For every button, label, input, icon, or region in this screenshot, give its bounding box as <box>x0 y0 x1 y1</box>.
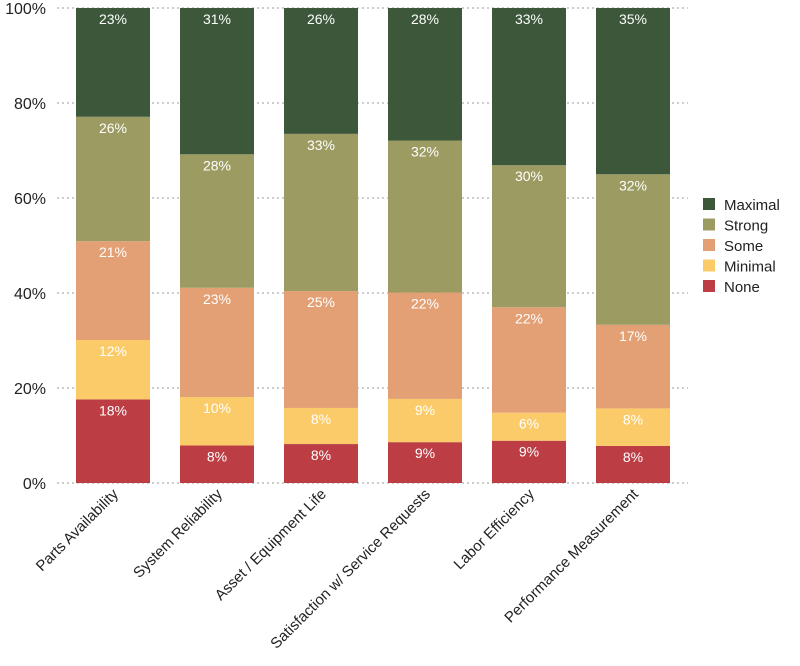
bar-segment-minimal <box>76 340 150 400</box>
legend-label: None <box>724 279 760 296</box>
data-label: 23% <box>203 291 231 307</box>
data-label: 9% <box>415 445 435 461</box>
data-label: 8% <box>207 448 227 464</box>
bar-segment-none <box>284 444 358 483</box>
legend-item-maximal: Maximal <box>703 197 780 214</box>
bar-segment-maximal <box>180 8 254 155</box>
x-category-label: Labor Efficiency <box>451 485 539 573</box>
legend-label: Maximal <box>724 197 780 214</box>
bar-segment-none <box>596 445 670 483</box>
data-label: 26% <box>99 120 127 136</box>
bar-segment-minimal <box>388 398 462 443</box>
legend-item-some: Some <box>703 238 763 255</box>
bar-stack: 18% 12% 21% 26% 23% <box>76 8 150 483</box>
bar-segment-some <box>76 241 150 341</box>
legend-label: Strong <box>724 218 768 235</box>
grid-lines <box>57 7 688 484</box>
bar-stack: 8% 8% 17% 32% 35% <box>596 8 670 483</box>
y-tick-label: 60% <box>14 191 46 208</box>
y-tick-label: 100% <box>5 1 46 18</box>
data-label: 8% <box>311 447 331 463</box>
legend-swatch <box>703 259 715 272</box>
legend-item-minimal: Minimal <box>703 259 776 276</box>
bar-segment-maximal <box>596 8 670 175</box>
x-category-label: Parts Availability <box>33 485 122 574</box>
legend-item-none: None <box>703 279 760 296</box>
data-label: 21% <box>99 244 127 260</box>
data-label: 30% <box>515 168 543 184</box>
bar-segment-strong <box>388 140 462 293</box>
data-label: 22% <box>515 310 543 326</box>
bar-stack: 9% 9% 22% 32% 28% <box>388 8 462 483</box>
data-label: 6% <box>519 416 539 432</box>
data-label: 31% <box>203 11 231 27</box>
data-label: 35% <box>619 11 647 27</box>
data-label: 18% <box>99 402 127 418</box>
bar-segment-strong <box>596 174 670 325</box>
legend-swatch <box>703 198 715 210</box>
legend: Maximal Strong Some Minimal None <box>703 197 780 296</box>
bar-segment-some <box>388 292 462 399</box>
data-label: 23% <box>99 11 127 27</box>
bar-segment-none <box>492 440 566 483</box>
x-category-label: System Reliability <box>130 485 226 581</box>
bar-segment-minimal <box>180 397 254 446</box>
data-label: 9% <box>519 444 539 460</box>
bar-segment-strong <box>284 133 358 292</box>
data-label: 28% <box>411 11 439 27</box>
bar-segment-some <box>492 307 566 413</box>
data-label: 33% <box>515 11 543 27</box>
bar-segment-some <box>180 287 254 398</box>
data-label: 9% <box>415 402 435 418</box>
data-label: 17% <box>619 328 647 344</box>
data-label: 32% <box>619 177 647 193</box>
bar-segment-minimal <box>492 412 566 441</box>
legend-item-strong: Strong <box>703 218 768 235</box>
data-label: 8% <box>311 411 331 427</box>
y-tick-label: 80% <box>14 96 46 113</box>
x-axis-category-labels: Parts Availability System ReliabilityAsse… <box>33 485 643 652</box>
bar-segment-maximal <box>76 8 150 117</box>
data-label: 28% <box>203 157 231 173</box>
legend-label: Minimal <box>724 259 776 276</box>
bar-segment-minimal <box>596 408 670 446</box>
bar-segment-strong <box>76 116 150 242</box>
bar-stack: 8% 10% 23% 28% 31% <box>180 8 254 483</box>
y-tick-label: 0% <box>23 476 46 493</box>
x-category-label: Asset / Equipment Life <box>212 486 330 604</box>
bar-segment-none <box>76 399 150 483</box>
bar-segment-none <box>388 442 462 483</box>
data-label: 10% <box>203 400 231 416</box>
bars: 18% 12% 21% 26% 23% 8% 10% 23% 28% 31% 8% 8% 25% 33% 2… <box>76 8 670 483</box>
bar-segment-none <box>180 445 254 483</box>
data-label: 12% <box>99 343 127 359</box>
bar-segment-maximal <box>388 8 462 141</box>
bar-segment-some <box>596 324 670 409</box>
y-axis-tick-labels: 0% 20% 40% 60% 80% 100% <box>5 1 46 493</box>
data-label: 25% <box>307 294 335 310</box>
data-label: 26% <box>307 11 335 27</box>
legend-swatch <box>703 218 715 231</box>
bar-segment-maximal <box>284 8 358 134</box>
data-label: 8% <box>623 411 643 427</box>
data-label: 22% <box>411 296 439 312</box>
data-label: 8% <box>623 449 643 465</box>
bar-segment-strong <box>180 154 254 288</box>
bar-stack: 9% 6% 22% 30% 33% <box>492 8 566 483</box>
data-label: 32% <box>411 144 439 160</box>
data-label: 33% <box>307 137 335 153</box>
y-tick-label: 20% <box>14 381 46 398</box>
y-tick-label: 40% <box>14 286 46 303</box>
legend-swatch <box>703 239 715 251</box>
legend-swatch <box>703 280 715 292</box>
bar-segment-strong <box>492 165 566 308</box>
bar-segment-some <box>284 291 358 408</box>
legend-label: Some <box>724 238 763 255</box>
bar-segment-maximal <box>492 8 566 166</box>
bar-segment-minimal <box>284 407 358 445</box>
bar-stack: 8% 8% 25% 33% 26% <box>284 8 358 483</box>
